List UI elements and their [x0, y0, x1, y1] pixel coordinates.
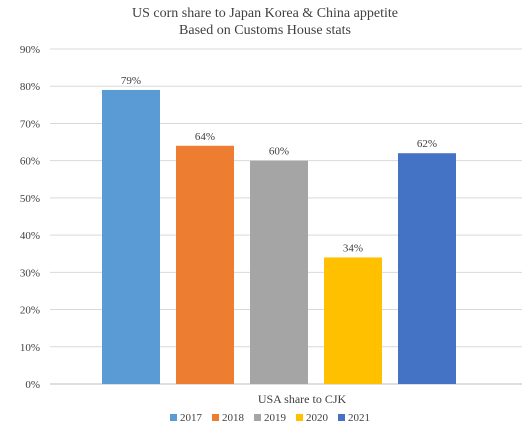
legend-swatch-2019: [254, 414, 261, 421]
y-tick-label: 90%: [20, 44, 40, 56]
bar-2017: [102, 89, 160, 384]
legend-swatch-2018: [212, 414, 219, 421]
x-axis-label: USA share to CJK: [258, 392, 347, 406]
legend-label-2017: 2017: [180, 412, 203, 424]
data-label-2021: 62%: [417, 138, 437, 150]
data-label-2020: 34%: [343, 242, 363, 254]
y-tick-label: 70%: [20, 118, 40, 130]
legend-swatch-2020: [296, 414, 303, 421]
y-tick-label: 80%: [20, 81, 40, 93]
legend-label-2018: 2018: [222, 412, 245, 424]
y-axis-ticks: 0% 10% 20% 30% 40% 50% 60% 70% 80% 90%: [20, 44, 40, 391]
bar-2021: [398, 153, 456, 384]
data-labels: 79% 64% 60% 34% 62%: [121, 75, 437, 255]
bar-2019: [250, 160, 308, 384]
legend-swatch-2017: [170, 414, 177, 421]
bar-2018: [176, 145, 234, 384]
y-tick-label: 20%: [20, 305, 40, 317]
y-tick-label: 30%: [20, 267, 40, 279]
y-tick-label: 60%: [20, 156, 40, 168]
data-label-2019: 60%: [269, 146, 289, 158]
bars: [102, 89, 456, 384]
data-label-2017: 79%: [121, 75, 141, 87]
legend: 2017 2018 2019 2020 2021: [170, 412, 370, 424]
chart-subtitle: Based on Customs House stats: [179, 23, 351, 38]
legend-swatch-2021: [338, 414, 345, 421]
chart-title: US corn share to Japan Korea & China app…: [132, 6, 398, 21]
y-tick-label: 0%: [25, 379, 40, 391]
y-tick-label: 50%: [20, 193, 40, 205]
legend-label-2020: 2020: [306, 412, 329, 424]
data-label-2018: 64%: [195, 131, 215, 143]
legend-label-2019: 2019: [264, 412, 287, 424]
y-tick-label: 10%: [20, 342, 40, 354]
bar-2020: [324, 257, 382, 384]
legend-label-2021: 2021: [348, 412, 370, 424]
y-tick-label: 40%: [20, 230, 40, 242]
